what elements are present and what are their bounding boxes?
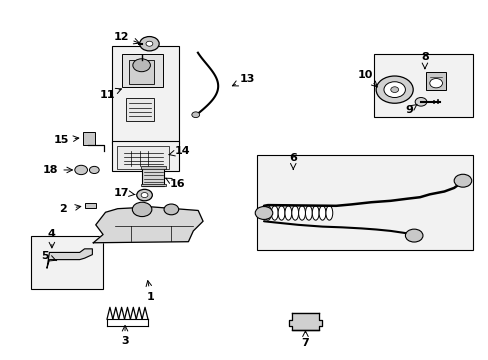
Circle shape [414,98,426,106]
Circle shape [255,207,272,220]
Ellipse shape [298,206,305,220]
Circle shape [133,59,150,72]
Polygon shape [289,314,321,330]
Ellipse shape [325,206,332,220]
Circle shape [146,41,153,46]
Text: 6: 6 [289,153,297,163]
Text: 11: 11 [99,90,115,100]
Text: 8: 8 [420,52,428,62]
Bar [256,155,472,250]
Text: 12: 12 [114,32,129,41]
Ellipse shape [285,206,291,220]
Circle shape [132,202,152,217]
Bar [117,146,169,168]
Text: 10: 10 [357,70,372,80]
Ellipse shape [271,206,278,220]
Text: 4: 4 [48,229,56,239]
Text: 2: 2 [59,204,67,215]
Bar [141,184,165,186]
Circle shape [375,76,412,103]
Text: 16: 16 [169,179,184,189]
Circle shape [141,193,148,198]
Text: 7: 7 [301,338,309,348]
Bar [373,54,472,117]
Bar [122,54,163,87]
Bar [112,141,178,171]
Bar [84,203,96,208]
Text: 17: 17 [114,188,129,198]
Circle shape [429,78,442,88]
Text: 9: 9 [405,105,412,115]
Circle shape [383,82,405,98]
Bar [31,235,103,289]
Bar [142,167,163,186]
Polygon shape [47,249,92,268]
Bar [82,132,95,145]
Bar [141,166,165,168]
Circle shape [140,37,159,51]
Ellipse shape [319,206,325,220]
Ellipse shape [278,206,285,220]
Circle shape [75,165,87,175]
Bar [125,98,154,121]
Ellipse shape [312,206,319,220]
Circle shape [405,229,422,242]
Circle shape [137,189,152,201]
Ellipse shape [291,206,298,220]
Text: 14: 14 [174,146,189,156]
Text: 3: 3 [121,336,128,346]
Circle shape [89,166,99,174]
Bar [112,45,178,144]
Text: 13: 13 [239,74,254,84]
Ellipse shape [264,206,271,220]
Bar [129,59,154,84]
Text: 5: 5 [41,251,48,261]
Circle shape [191,112,199,118]
Circle shape [163,204,178,215]
Text: 18: 18 [42,165,58,175]
Polygon shape [93,207,203,243]
Circle shape [453,174,471,187]
Bar [425,72,446,90]
Text: 1: 1 [147,292,154,302]
Text: 15: 15 [54,135,69,145]
Ellipse shape [305,206,312,220]
Circle shape [390,87,398,93]
